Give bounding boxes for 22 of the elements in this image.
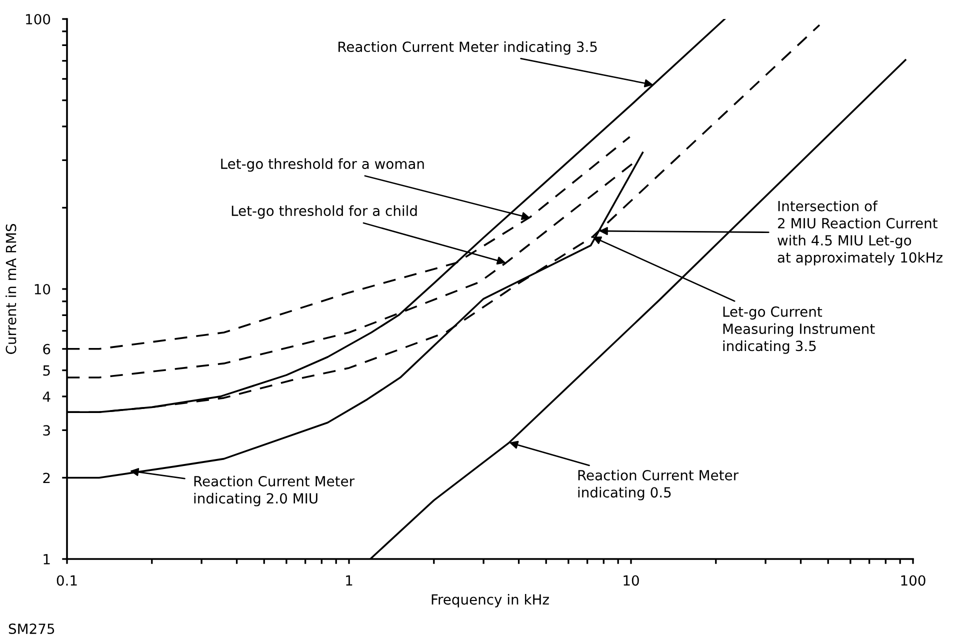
annotation: Reaction Current Meter indicating 2.0 MIU bbox=[194, 476, 355, 506]
y-tick-label: 100 bbox=[26, 14, 50, 24]
y-tick-label: 3 bbox=[43, 425, 50, 436]
text: SM275 bbox=[8, 624, 54, 634]
annotation: Reaction Current Meter indicating 0.5 bbox=[578, 470, 739, 500]
y-axis-title: Current in mA RMS bbox=[6, 224, 16, 354]
annotation: Let-go threshold for a child bbox=[232, 205, 417, 219]
y-tick-label: 1 bbox=[44, 554, 50, 564]
y-tick-label: 5 bbox=[43, 365, 50, 376]
x-axis-title: Frequency in kHz bbox=[432, 594, 549, 608]
y-tick-label: 4 bbox=[42, 392, 50, 402]
annotation: Let-go threshold for a woman bbox=[221, 158, 424, 172]
annotation: Intersection of 2 MIU Reaction Current with 4.5 MIU Let-go at approximately 10kHz bbox=[778, 200, 942, 266]
y-tick-label: 10 bbox=[34, 284, 50, 294]
annotation: Let-go Current Measuring Instrument indicating 3.5 bbox=[723, 306, 875, 354]
x-tick-label: 100 bbox=[901, 575, 926, 586]
x-tick-label: 0.1 bbox=[56, 575, 77, 586]
y-tick-label: 2 bbox=[43, 472, 50, 483]
annotation: Reaction Current Meter indicating 3.5 bbox=[338, 41, 597, 55]
y-tick-label: 6 bbox=[43, 344, 50, 354]
x-tick-label: 1 bbox=[346, 575, 352, 586]
x-tick-label: 10 bbox=[624, 575, 639, 586]
